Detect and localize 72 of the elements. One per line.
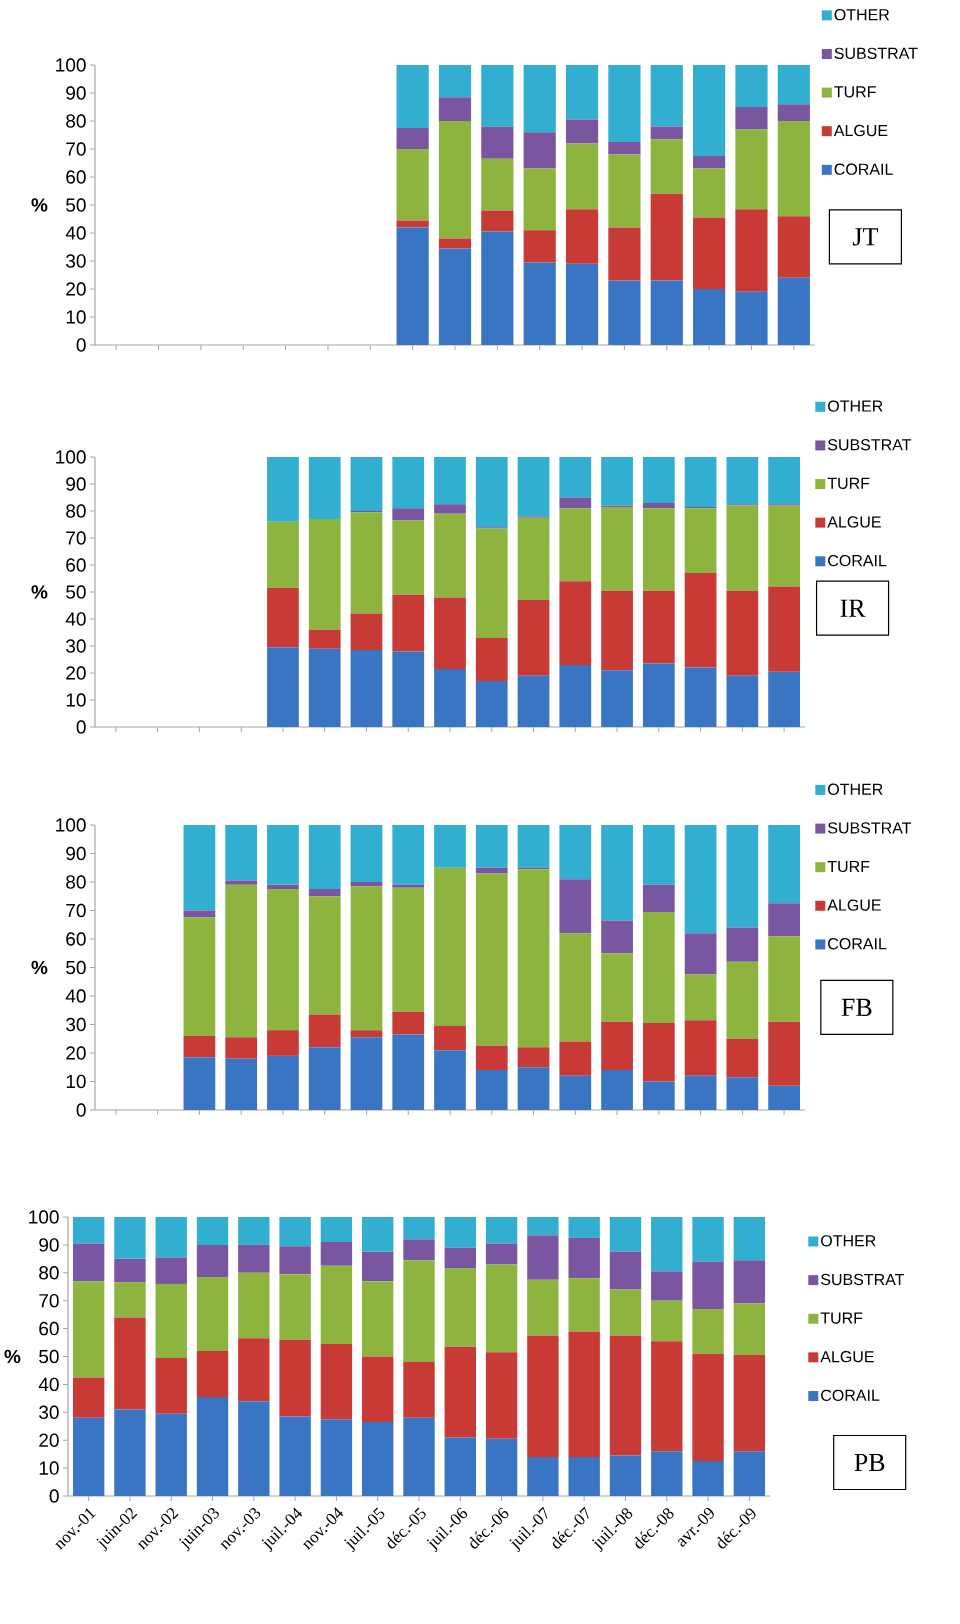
legend-label: SUBSTRAT <box>828 822 912 834</box>
legend-label: ALGUE <box>827 899 881 911</box>
y-tick-label: 70 <box>66 531 86 545</box>
y-tick-label: 90 <box>66 846 86 861</box>
legend-label: OTHER <box>821 1235 876 1247</box>
legend-label: OTHER <box>828 783 883 795</box>
y-axis-title: % <box>31 585 48 599</box>
y-tick-label: 100 <box>56 818 86 832</box>
legend-label: OTHER <box>834 9 890 21</box>
legend-label: CORAIL <box>828 554 887 567</box>
y-tick-label: 20 <box>39 1433 59 1447</box>
y-tick-label: 20 <box>66 666 86 680</box>
y-tick-label: 60 <box>66 932 86 946</box>
text: FB <box>841 998 872 1016</box>
legend-label: ALGUE <box>820 1351 874 1363</box>
text: JT <box>852 228 878 246</box>
y-tick-label: 60 <box>66 558 86 572</box>
y-tick-label: 100 <box>56 58 86 72</box>
y-tick-label: 50 <box>39 1349 59 1364</box>
y-tick-label: 30 <box>66 254 86 268</box>
legend-label: TURF <box>827 477 870 489</box>
y-tick-label: 40 <box>65 226 86 240</box>
legend-label: TURF <box>820 1312 863 1324</box>
legend-label: TURF <box>827 860 870 873</box>
y-tick-label: 50 <box>66 960 86 975</box>
y-tick-label: 70 <box>66 903 86 918</box>
y-tick-label: 60 <box>66 170 86 184</box>
y-tick-label: 40 <box>65 989 86 1003</box>
y-tick-label: 90 <box>39 1238 59 1252</box>
y-tick-label: 20 <box>66 282 86 296</box>
y-tick-label: 100 <box>56 450 86 464</box>
y-axis-title: % <box>31 960 48 975</box>
legend-label: ALGUE <box>827 516 881 528</box>
y-tick-label: 40 <box>38 1377 59 1392</box>
y-tick-label: 70 <box>66 142 86 156</box>
legend-label: SUBSTRAT <box>821 1273 905 1286</box>
y-tick-label: 20 <box>66 1046 86 1060</box>
y-tick-label: 30 <box>39 1405 59 1420</box>
y-tick-label: 10 <box>39 1461 59 1475</box>
y-tick-label: 0 <box>49 1489 59 1503</box>
y-tick-label: 10 <box>66 310 86 324</box>
text: PB <box>854 1453 885 1472</box>
y-tick-label: 50 <box>66 585 86 599</box>
y-tick-label: 40 <box>65 612 86 626</box>
y-tick-label: 80 <box>66 114 86 128</box>
y-tick-label: 50 <box>66 198 86 212</box>
y-axis-title: % <box>4 1349 21 1364</box>
legend-label: SUBSTRAT <box>828 439 912 451</box>
legend-label: CORAIL <box>834 163 893 175</box>
y-tick-label: 70 <box>39 1293 59 1308</box>
y-tick-label: 60 <box>39 1321 59 1336</box>
legend-label: CORAIL <box>821 1389 880 1401</box>
y-tick-label: 80 <box>39 1266 59 1280</box>
legend-label: TURF <box>834 86 876 98</box>
legend-label: CORAIL <box>828 938 887 950</box>
y-tick-label: 100 <box>29 1210 59 1224</box>
y-axis-title: % <box>31 198 48 212</box>
y-tick-label: 0 <box>76 720 86 734</box>
y-tick-label: 0 <box>76 338 86 352</box>
text: IR <box>840 599 866 617</box>
y-tick-label: 0 <box>76 1103 86 1117</box>
y-tick-label: 80 <box>66 504 86 518</box>
legend-label: ALGUE <box>833 124 888 137</box>
y-tick-label: 90 <box>66 477 86 491</box>
y-tick-label: 30 <box>66 639 86 653</box>
y-tick-label: 90 <box>66 86 86 100</box>
y-tick-label: 10 <box>66 1074 86 1089</box>
legend-label: SUBSTRAT <box>834 47 918 59</box>
legend-label: OTHER <box>828 400 883 412</box>
y-tick-label: 10 <box>66 693 86 707</box>
y-tick-label: 30 <box>66 1017 86 1032</box>
y-tick-label: 80 <box>66 875 86 889</box>
